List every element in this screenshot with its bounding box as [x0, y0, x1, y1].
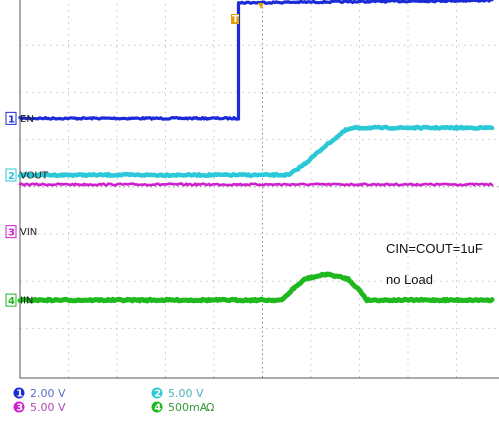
legend-scale-text: 5.00 V	[168, 387, 204, 400]
channel-marker-4: 4 IIN	[5, 293, 33, 307]
legend-scale-text: 2.00 V	[30, 387, 66, 400]
waveform-en	[18, 0, 494, 121]
trigger-position-marker	[258, 3, 264, 9]
legend-scale-text: 5.00 V	[30, 401, 66, 414]
trigger-t-badge	[231, 14, 239, 24]
legend-scale-text: 500mA	[168, 401, 208, 414]
legend-channel-2: 2 5.00 V	[151, 387, 204, 400]
legend-channel-3: 3 5.00 V	[13, 401, 66, 414]
channel-markers: 1 EN 3 VIN 2 VOUT 4 IIN	[5, 111, 49, 307]
legend-channel-badge	[13, 387, 25, 399]
legend-channel-number: 2	[154, 389, 161, 400]
trigger-t-label: T	[232, 14, 239, 25]
graticule-grid	[20, 0, 499, 378]
channel-marker-1: 1 EN	[5, 111, 34, 125]
annotation-capacitors: CIN=COUT=1uF	[386, 241, 483, 256]
legend-channel-badge	[13, 401, 25, 413]
channel-marker-box	[5, 293, 17, 307]
legend-channel-number: 4	[154, 403, 161, 414]
legend-channel-badge	[151, 401, 163, 413]
waveform-vout	[17, 124, 495, 179]
legend-channel-number: 1	[16, 389, 23, 400]
channel-name-label: EN	[20, 114, 34, 125]
graticule-border	[19, 0, 499, 379]
legend-bandwidth-symbol: Ω	[206, 401, 214, 414]
waveform-iin	[17, 271, 495, 304]
channel-marker-number: 3	[8, 228, 15, 239]
channel-marker-3: 3 VIN	[5, 225, 37, 239]
channel-marker-box	[5, 111, 17, 125]
channel-marker-box	[5, 168, 17, 182]
channel-marker-number: 2	[8, 171, 15, 182]
waveform-vin	[18, 182, 494, 187]
channel-marker-number: 4	[8, 296, 15, 307]
channel-marker-box	[5, 225, 17, 239]
channel-marker-2: 2 VOUT	[5, 168, 49, 182]
channel-marker-number: 1	[8, 114, 15, 125]
annotation-load: no Load	[386, 272, 433, 287]
channel-name-label: VOUT	[20, 171, 49, 182]
channel-name-label: IIN	[20, 296, 33, 307]
legend-channel-number: 3	[16, 403, 23, 414]
legend-channel-badge	[151, 387, 163, 399]
channel-name-label: VIN	[20, 227, 37, 238]
legend-channel-1: 1 2.00 V	[13, 387, 66, 400]
waveforms	[17, 0, 495, 304]
